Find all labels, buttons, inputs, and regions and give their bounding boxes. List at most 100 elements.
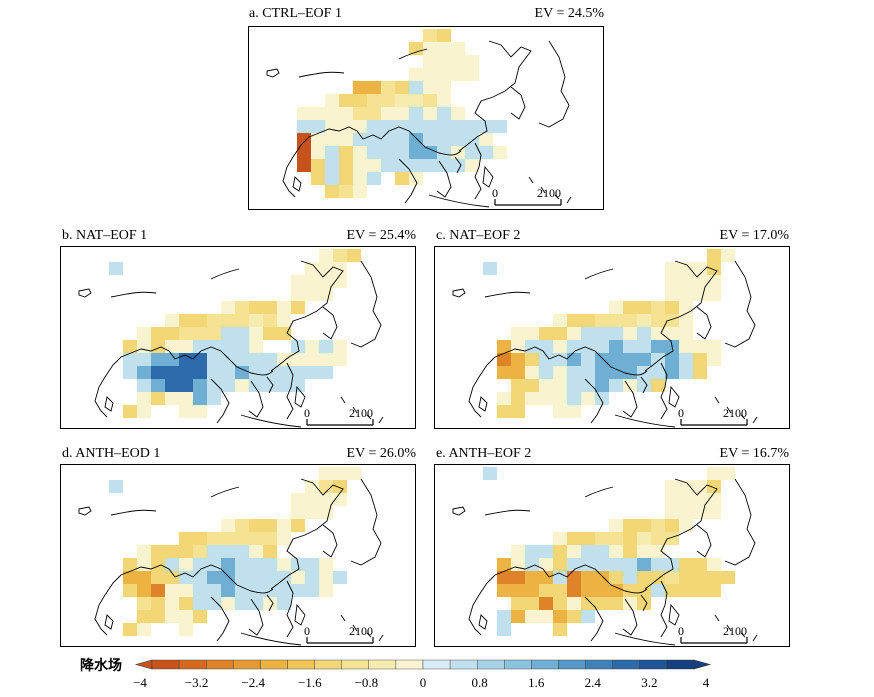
grid-cell bbox=[511, 571, 525, 584]
grid-cell bbox=[679, 480, 693, 493]
grid-cell bbox=[581, 353, 595, 366]
grid-cell bbox=[305, 584, 319, 597]
grid-cell bbox=[235, 366, 249, 379]
grid-cell bbox=[333, 571, 347, 584]
grid-cell bbox=[567, 584, 581, 597]
scale-bar bbox=[306, 637, 374, 644]
grid-cell bbox=[193, 610, 207, 623]
grid-cell bbox=[395, 146, 409, 159]
grid-cell bbox=[623, 584, 637, 597]
grid-cell bbox=[567, 610, 581, 623]
grid-cell bbox=[249, 597, 263, 610]
grid-cell bbox=[609, 597, 623, 610]
coastline bbox=[538, 40, 570, 128]
grid-cell bbox=[451, 133, 465, 146]
map-svg: 0 2100 bbox=[452, 249, 758, 428]
grid-cell bbox=[511, 379, 525, 392]
grid-cell bbox=[437, 68, 451, 81]
grid-cell bbox=[423, 81, 437, 94]
grid-cell bbox=[193, 558, 207, 571]
grid-cell bbox=[651, 519, 665, 532]
grid-cell bbox=[525, 327, 539, 340]
grid-cell bbox=[137, 405, 151, 418]
grid-cell bbox=[367, 146, 381, 159]
grid-cell bbox=[539, 610, 553, 623]
grid-cell bbox=[409, 133, 423, 146]
map-svg: 0 2100 bbox=[452, 467, 758, 646]
grid-cell bbox=[249, 558, 263, 571]
grid-cell bbox=[637, 301, 651, 314]
grid-cell bbox=[319, 275, 333, 288]
grid-cell bbox=[665, 584, 679, 597]
grid-cell bbox=[353, 172, 367, 185]
grid-cell bbox=[679, 353, 693, 366]
grid-cell bbox=[609, 558, 623, 571]
map-frame: 0 2100 bbox=[434, 464, 790, 647]
grid-cell bbox=[165, 366, 179, 379]
grid-cell bbox=[179, 314, 193, 327]
grid-cell bbox=[679, 584, 693, 597]
grid-cell bbox=[193, 597, 207, 610]
grid-cell bbox=[179, 545, 193, 558]
grid-cell bbox=[409, 68, 423, 81]
grid-cell bbox=[305, 340, 319, 353]
grid-cell bbox=[137, 610, 151, 623]
grid-cell bbox=[249, 519, 263, 532]
grid-cell bbox=[311, 146, 325, 159]
grid-cell bbox=[339, 120, 353, 133]
grid-cell bbox=[137, 366, 151, 379]
scale-zero-label: 0 bbox=[492, 186, 498, 200]
grid-cell bbox=[423, 29, 437, 42]
grid-cell bbox=[609, 314, 623, 327]
grid-cell bbox=[277, 301, 291, 314]
grid-cell bbox=[609, 340, 623, 353]
grid-cell bbox=[291, 506, 305, 519]
grid-cell bbox=[609, 584, 623, 597]
grid-cell bbox=[651, 379, 665, 392]
coastline bbox=[286, 580, 294, 638]
grid-cell bbox=[665, 493, 679, 506]
grid-cell bbox=[179, 558, 193, 571]
grid-cell bbox=[707, 353, 721, 366]
grid-cell bbox=[553, 571, 567, 584]
grid-cell bbox=[221, 558, 235, 571]
map-frame: 0 2100 bbox=[248, 26, 604, 210]
grid-cell bbox=[277, 327, 291, 340]
grid-cell bbox=[339, 185, 353, 198]
grid-cell bbox=[235, 340, 249, 353]
grid-cell bbox=[497, 584, 511, 597]
grid-cell bbox=[263, 379, 277, 392]
coastline bbox=[350, 260, 382, 348]
grid-cell bbox=[249, 301, 263, 314]
grid-cell bbox=[179, 584, 193, 597]
coastline bbox=[482, 165, 494, 188]
grid-cell bbox=[581, 584, 595, 597]
grid-cell bbox=[325, 159, 339, 172]
grid-cell bbox=[567, 314, 581, 327]
colorbar-tick-label: 0 bbox=[419, 675, 427, 690]
grid-cell bbox=[193, 584, 207, 597]
grid-cell bbox=[567, 327, 581, 340]
grid-cell bbox=[367, 81, 381, 94]
grid-cell bbox=[665, 275, 679, 288]
grid-cell bbox=[581, 327, 595, 340]
coastline bbox=[622, 380, 638, 418]
grid-cell bbox=[123, 571, 137, 584]
grid-cell bbox=[193, 340, 207, 353]
colorbar-tick-label: 2.4 bbox=[584, 675, 601, 690]
grid-cell bbox=[539, 558, 553, 571]
grid-cell bbox=[525, 379, 539, 392]
grid-cell bbox=[409, 159, 423, 172]
grid-cell bbox=[333, 493, 347, 506]
grid-cell bbox=[151, 327, 165, 340]
grid-cell bbox=[707, 571, 721, 584]
grid-cell bbox=[235, 379, 249, 392]
coastline bbox=[210, 378, 230, 424]
grid-cell bbox=[193, 314, 207, 327]
coastline bbox=[660, 362, 668, 420]
grid-cell bbox=[151, 584, 165, 597]
grid-cell bbox=[319, 249, 333, 262]
coastline bbox=[266, 68, 280, 78]
grid-cell bbox=[623, 545, 637, 558]
grid-cell bbox=[511, 392, 525, 405]
